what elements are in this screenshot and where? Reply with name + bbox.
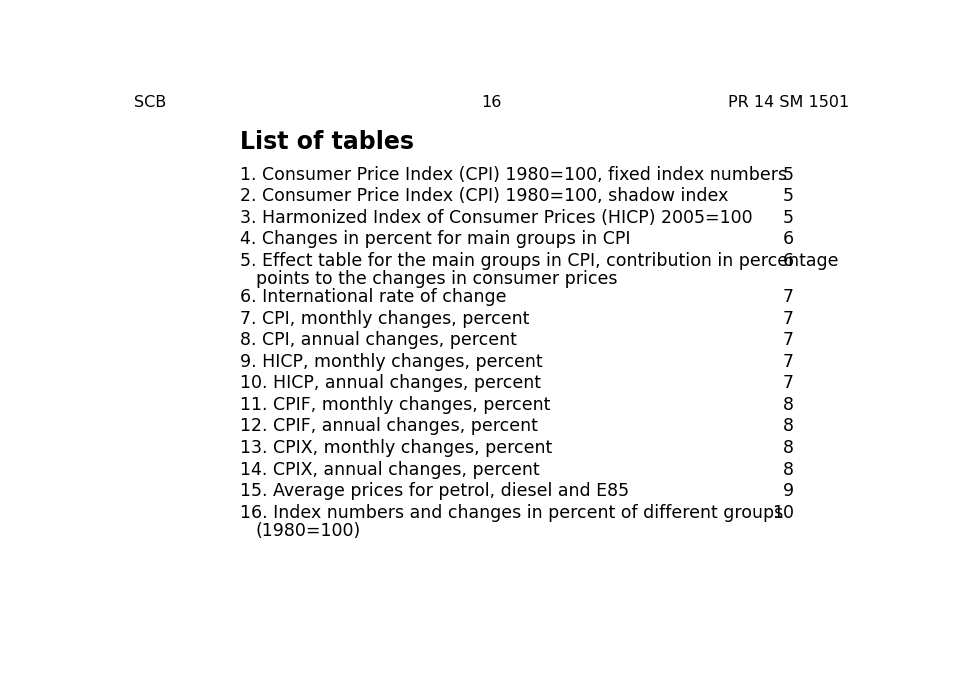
Text: 7: 7 [784,310,794,328]
Text: 6. International rate of change: 6. International rate of change [240,288,506,306]
Text: 8: 8 [784,439,794,457]
Text: 10. HICP, annual changes, percent: 10. HICP, annual changes, percent [240,374,541,392]
Text: points to the changes in consumer prices: points to the changes in consumer prices [255,270,617,288]
Text: 5: 5 [784,209,794,227]
Text: 7. CPI, monthly changes, percent: 7. CPI, monthly changes, percent [240,310,529,328]
Text: 10: 10 [772,504,794,521]
Text: 9: 9 [783,482,794,500]
Text: 8: 8 [784,418,794,436]
Text: 7: 7 [784,374,794,392]
Text: 12. CPIF, annual changes, percent: 12. CPIF, annual changes, percent [240,418,538,436]
Text: 5: 5 [784,187,794,205]
Text: 8. CPI, annual changes, percent: 8. CPI, annual changes, percent [240,331,517,349]
Text: 4. Changes in percent for main groups in CPI: 4. Changes in percent for main groups in… [240,230,630,248]
Text: SCB: SCB [134,95,166,110]
Text: 7: 7 [784,352,794,371]
Text: 1. Consumer Price Index (CPI) 1980=100, fixed index numbers: 1. Consumer Price Index (CPI) 1980=100, … [240,166,787,183]
Text: PR 14 SM 1501: PR 14 SM 1501 [728,95,849,110]
Text: List of tables: List of tables [240,130,414,154]
Text: 5: 5 [784,166,794,183]
Text: 7: 7 [784,331,794,349]
Text: 5. Effect table for the main groups in CPI, contribution in percentage: 5. Effect table for the main groups in C… [240,252,838,270]
Text: 8: 8 [784,460,794,479]
Text: 13. CPIX, monthly changes, percent: 13. CPIX, monthly changes, percent [240,439,552,457]
Text: 7: 7 [784,288,794,306]
Text: 6: 6 [783,252,794,270]
Text: (1980=100): (1980=100) [255,522,361,540]
Text: 16. Index numbers and changes in percent of different groups: 16. Index numbers and changes in percent… [240,504,784,521]
Text: 14. CPIX, annual changes, percent: 14. CPIX, annual changes, percent [240,460,540,479]
Text: 2. Consumer Price Index (CPI) 1980=100, shadow index: 2. Consumer Price Index (CPI) 1980=100, … [240,187,729,205]
Text: 8: 8 [784,396,794,414]
Text: 6: 6 [783,230,794,248]
Text: 15. Average prices for petrol, diesel and E85: 15. Average prices for petrol, diesel an… [240,482,629,500]
Text: 11. CPIF, monthly changes, percent: 11. CPIF, monthly changes, percent [240,396,550,414]
Text: 3. Harmonized Index of Consumer Prices (HICP) 2005=100: 3. Harmonized Index of Consumer Prices (… [240,209,753,227]
Text: 16: 16 [481,95,502,110]
Text: 9. HICP, monthly changes, percent: 9. HICP, monthly changes, percent [240,352,543,371]
